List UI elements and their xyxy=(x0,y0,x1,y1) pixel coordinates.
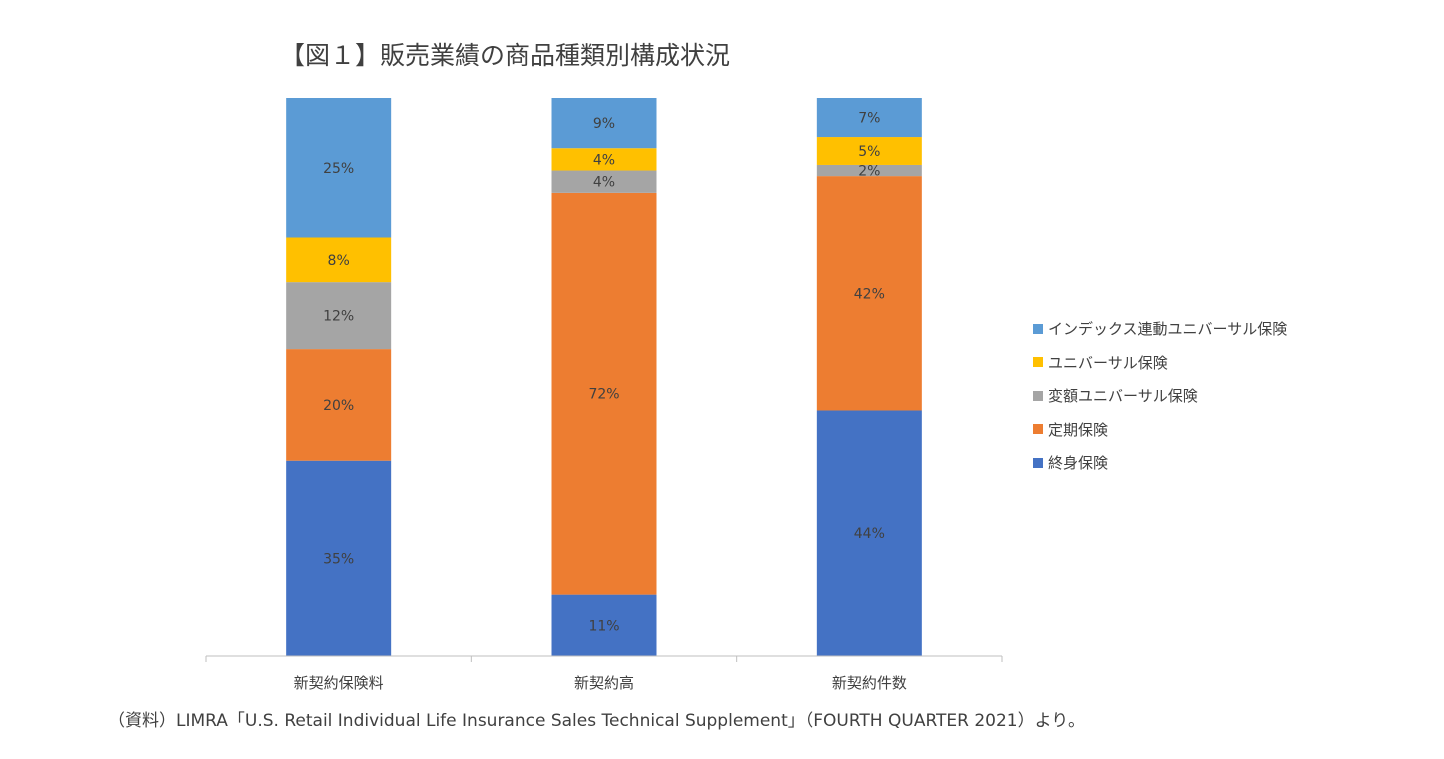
x-tick-label: 新契約高 xyxy=(574,674,634,692)
stacked-bar-chart: 35% 20% 12% 8% 25% 新契約保険料 11% 72% 4% 4% 9% 新契約高 44% 4… xyxy=(205,98,1003,692)
bar-segment xyxy=(816,164,922,177)
legend-item: 終身保険 xyxy=(1033,446,1287,480)
bar-segment xyxy=(816,410,922,656)
data-label: 4% xyxy=(593,175,615,191)
data-label: 11% xyxy=(588,618,619,634)
bar-segment xyxy=(551,148,657,171)
x-tick-label: 新契約件数 xyxy=(832,674,907,692)
source-note: （資料）LIMRA「U.S. Retail Individual Life In… xyxy=(108,711,1085,731)
legend-swatch xyxy=(1033,457,1043,468)
legend-swatch xyxy=(1033,323,1043,334)
legend-swatch xyxy=(1033,424,1043,435)
bar-segment xyxy=(551,594,657,656)
bar-segment xyxy=(816,137,922,165)
legend-label: ユニバーサル保険 xyxy=(1048,353,1168,372)
legend-swatch xyxy=(1033,390,1043,401)
bar-segment xyxy=(551,170,657,193)
legend-item: ユニバーサル保険 xyxy=(1033,346,1287,380)
x-tick-label: 新契約保険料 xyxy=(294,674,384,692)
legend-label: 定期保険 xyxy=(1048,420,1109,439)
chart-title: 【図１】販売業績の商品種類別構成状況 xyxy=(280,41,731,70)
data-label: 8% xyxy=(328,253,350,269)
data-label: 44% xyxy=(854,526,885,542)
data-label: 35% xyxy=(323,551,354,567)
legend-item: インデックス連動ユニバーサル保険 xyxy=(1033,312,1287,346)
data-label: 2% xyxy=(858,164,880,180)
data-label: 4% xyxy=(593,152,615,168)
data-label: 20% xyxy=(323,398,354,414)
data-label: 7% xyxy=(858,111,880,127)
data-label: 12% xyxy=(323,309,354,325)
bar-segment xyxy=(286,349,392,461)
bar-segment xyxy=(286,237,392,283)
data-label: 9% xyxy=(593,116,615,132)
legend-item: 定期保険 xyxy=(1033,413,1287,447)
bar-segment xyxy=(816,176,922,411)
data-label: 42% xyxy=(854,286,885,302)
data-label: 72% xyxy=(588,387,619,403)
bar-segment xyxy=(286,460,392,656)
legend-label: 終身保険 xyxy=(1048,454,1109,473)
legend-swatch xyxy=(1033,357,1043,368)
chart-legend: インデックス連動ユニバーサル保険 ユニバーサル保険変額ユニバーサル保険 定期保険終身… xyxy=(1033,312,1287,480)
bar-segment xyxy=(286,282,392,350)
legend-label: インデックス連動ユニバーサル保険 xyxy=(1048,320,1288,339)
legend-label: 変額ユニバーサル保険 xyxy=(1048,387,1198,406)
bar-segment xyxy=(551,192,657,595)
bar-segment xyxy=(286,98,392,238)
bar-segment xyxy=(551,98,657,149)
data-label: 5% xyxy=(858,144,880,160)
legend-item: 変額ユニバーサル保険 xyxy=(1033,379,1287,413)
data-label: 25% xyxy=(323,161,354,177)
bar-segment xyxy=(816,98,922,138)
